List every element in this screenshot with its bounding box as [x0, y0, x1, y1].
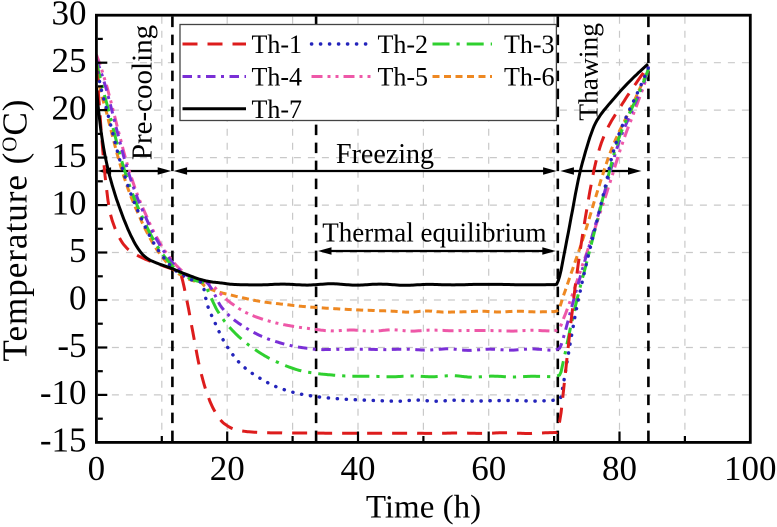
svg-text:30: 30: [52, 0, 87, 33]
svg-text:-5: -5: [57, 326, 86, 365]
svg-text:20: 20: [52, 88, 87, 127]
svg-text:80: 80: [602, 449, 637, 488]
svg-text:20: 20: [210, 449, 245, 488]
svg-text:-15: -15: [40, 421, 87, 460]
svg-text:Th-6: Th-6: [504, 63, 555, 92]
svg-text:100: 100: [724, 449, 777, 488]
svg-text:Pre-cooling: Pre-cooling: [127, 25, 159, 160]
svg-text:Time (h): Time (h): [366, 490, 481, 526]
svg-text:25: 25: [52, 41, 87, 80]
svg-text:15: 15: [52, 136, 87, 175]
svg-text:Thermal equilibrium: Thermal equilibrium: [322, 218, 546, 248]
svg-text:5: 5: [69, 231, 87, 270]
svg-text:Th-1: Th-1: [252, 30, 303, 59]
svg-text:0: 0: [88, 449, 106, 488]
svg-text:Thawing: Thawing: [573, 23, 604, 121]
svg-text:-10: -10: [40, 373, 87, 412]
svg-text:Freezing: Freezing: [336, 139, 434, 170]
svg-text:Th-7: Th-7: [252, 95, 303, 124]
svg-text:40: 40: [341, 449, 376, 488]
svg-text:Th-2: Th-2: [378, 30, 429, 59]
svg-text:Th-5: Th-5: [378, 63, 429, 92]
svg-text:0: 0: [69, 278, 87, 317]
svg-text:Th-3: Th-3: [504, 30, 555, 59]
svg-text:Th-4: Th-4: [252, 63, 303, 92]
svg-text:10: 10: [52, 183, 87, 222]
svg-text:60: 60: [471, 449, 506, 488]
